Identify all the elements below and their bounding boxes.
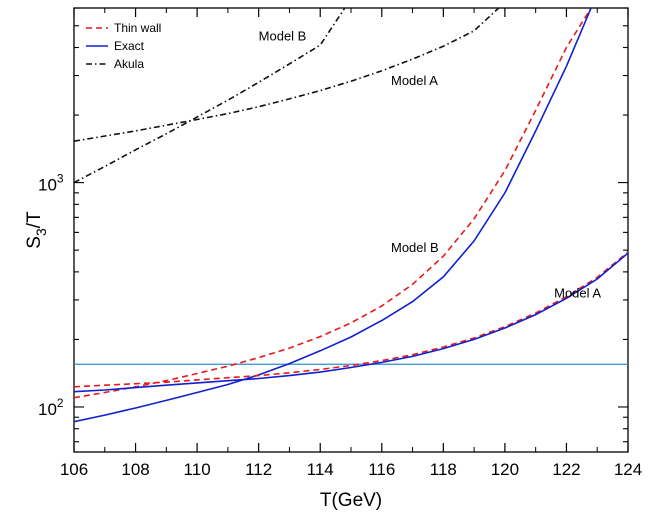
x-tick-label: 124	[614, 460, 642, 479]
annotation-label: Model A	[391, 73, 438, 88]
series-layer	[74, 8, 628, 423]
x-tick-label: 122	[552, 460, 580, 479]
legend: Thin wall Exact Akula	[86, 21, 161, 71]
annotation-layer: Model B Model A Model B Model A	[259, 28, 602, 300]
y-tick-label: 102	[38, 396, 64, 419]
series-line-3	[74, 251, 628, 388]
annotation-label: Model B	[391, 240, 439, 255]
x-tick-label: 118	[430, 460, 457, 479]
series-line-1	[74, 8, 592, 399]
ticks-layer: 106 108 110 112 114 116 118 120 122 124 102 103	[38, 7, 642, 479]
x-axis-title: T(GeV)	[320, 490, 382, 511]
x-tick-label: 110	[184, 460, 211, 479]
x-tick-label: 106	[60, 460, 88, 479]
x-tick-label: 116	[368, 460, 395, 479]
x-tick-label: 108	[121, 460, 149, 479]
series-line-2	[74, 8, 592, 423]
x-tick-label: 112	[245, 460, 272, 479]
x-tick-label: 114	[307, 460, 334, 479]
legend-label: Exact	[114, 39, 145, 53]
annotation-label: Model A	[554, 285, 601, 300]
legend-label: Akula	[114, 57, 144, 71]
x-tick-label: 120	[491, 460, 519, 479]
y-axis-title: S3/T	[24, 211, 49, 249]
annotation-label: Model B	[259, 28, 307, 43]
series-line-6	[74, 8, 500, 142]
legend-label: Thin wall	[114, 21, 161, 35]
series-line-4	[74, 252, 628, 393]
y-tick-label: 103	[38, 172, 64, 195]
